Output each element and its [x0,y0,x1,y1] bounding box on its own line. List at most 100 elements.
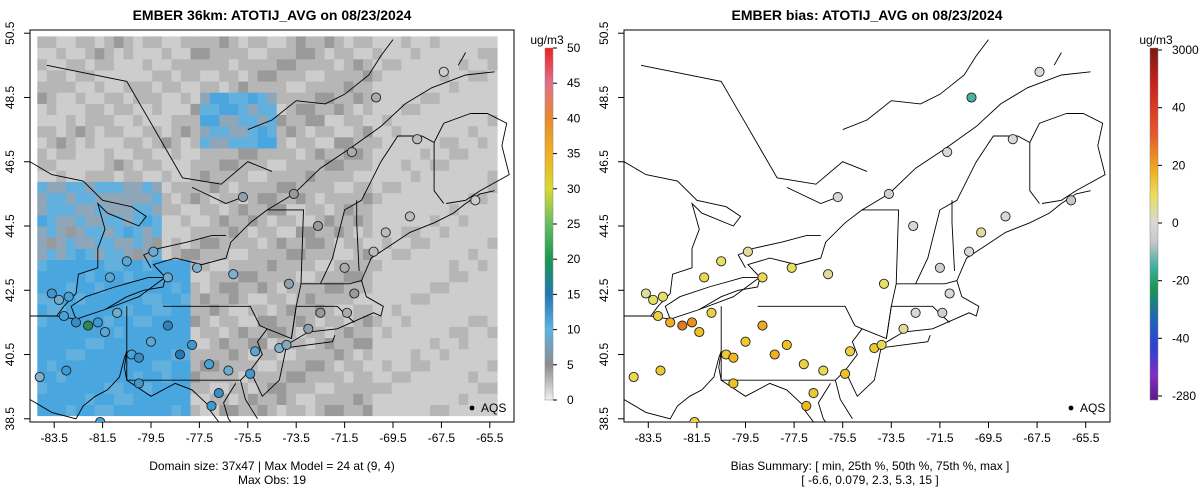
aqs-site-marker [312,220,324,232]
model-grid-cell [94,337,105,350]
model-grid-cell [391,359,402,372]
model-grid-cell [382,147,393,160]
model-grid-cell [104,136,115,149]
model-grid-cell [85,404,96,417]
model-grid-cell [267,337,278,350]
model-grid-cell [46,159,57,171]
model-grid-cell [46,393,57,405]
model-grid-cell [37,337,48,350]
x-tick-label: -81.5 [89,431,117,445]
model-grid-cell [401,281,412,294]
model-grid-cell [324,147,335,160]
model-grid-cell [161,404,172,417]
model-grid-cell [180,348,191,361]
model-grid-cell [161,371,172,383]
model-grid-cell [142,226,153,238]
model-grid-cell [209,292,220,305]
model-grid-cell [267,259,278,272]
model-grid-cell [324,69,335,82]
model-grid-cell [228,304,239,316]
map-boundary-line [896,280,958,285]
model-grid-cell [363,226,374,238]
model-grid-cell [334,248,345,260]
model-grid-cell [449,382,460,394]
model-grid-cell [219,103,230,115]
model-grid-cell [171,281,182,294]
model-grid-cell [449,136,460,149]
model-grid-cell [248,292,259,305]
model-grid-cell [391,281,402,294]
aqs-site-marker [757,320,768,331]
model-grid-cell [391,326,402,339]
model-grid-cell [180,170,191,182]
model-grid-cell [334,281,345,294]
model-grid-cell [190,170,201,182]
model-grid-cell [180,315,191,327]
model-grid-cell [200,136,211,149]
model-grid-cell [286,292,297,305]
model-grid-cell [343,404,354,417]
model-grid-cell [66,170,77,182]
left-colorbar-unit: ug/m3 [530,33,564,47]
model-grid-cell [468,281,479,294]
model-grid-cell [458,281,469,294]
model-grid-cell [353,192,364,205]
model-grid-cell [334,270,345,283]
model-grid-cell [113,281,124,294]
model-grid-cell [94,393,105,405]
model-grid-cell [56,214,67,227]
aqs-site-marker [728,352,739,363]
model-grid-cell [324,170,335,182]
model-grid-cell [363,92,374,104]
model-grid-cell [458,47,469,60]
model-grid-cell [477,292,488,305]
model-grid-cell [219,170,230,182]
aqs-site-marker [213,388,224,399]
model-grid-cell [286,348,297,361]
model-grid-cell [219,125,230,138]
model-grid-cell [56,203,67,216]
model-grid-cell [46,36,57,49]
model-grid-cell [487,337,498,350]
model-grid-cell [238,248,249,260]
model-grid-cell [372,393,383,405]
model-grid-cell [113,393,124,405]
model-grid-cell [315,69,326,82]
model-grid-cell [324,192,335,205]
model-grid-cell [248,159,259,171]
model-grid-cell [113,81,124,93]
model-grid-cell [420,203,431,216]
model-grid-cell [458,81,469,93]
model-grid-cell [468,226,479,238]
model-grid-cell [391,92,402,104]
model-grid-cell [391,81,402,93]
model-grid-cell [46,359,57,372]
model-grid-cell [353,226,364,238]
model-grid-cell [257,270,268,283]
model-grid-cell [104,159,115,171]
model-grid-cell [190,114,201,127]
model-grid-cell [420,348,431,361]
model-grid-cell [334,371,345,383]
model-grid-cell [142,248,153,260]
model-grid-cell [487,192,498,205]
aqs-site-marker [910,307,921,318]
model-grid-cell [133,315,144,327]
model-grid-cell [276,114,287,127]
model-grid-cell [305,348,316,361]
model-grid-cell [343,170,354,182]
model-grid-cell [171,404,182,417]
model-grid-cell [190,214,201,227]
model-grid-cell [46,136,57,149]
model-grid-cell [372,125,383,138]
model-grid-cell [66,270,77,283]
model-grid-cell [56,81,67,93]
model-grid-cell [477,170,488,182]
model-grid-cell [401,226,412,238]
model-grid-cell [295,281,306,294]
model-grid-cell [305,192,316,205]
y-tick-label: 42.5 [3,278,17,302]
left-colorbar-bar [544,47,554,401]
